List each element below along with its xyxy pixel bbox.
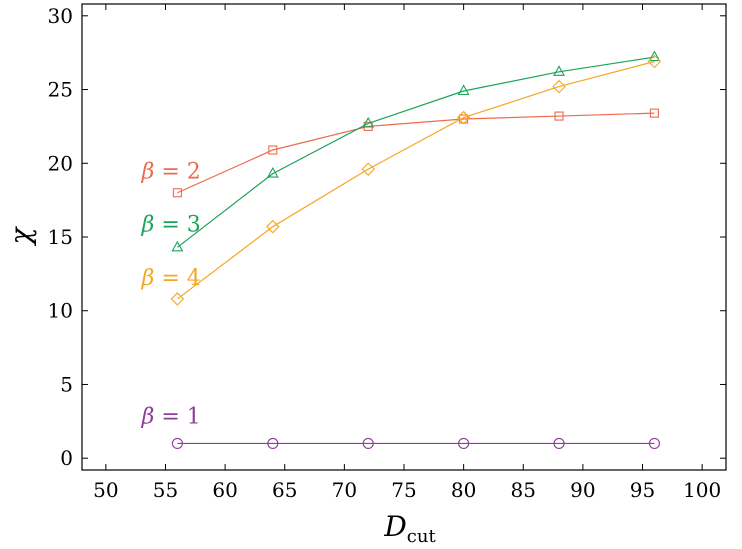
data-point-circle <box>362 437 374 450</box>
series-label-symbol: β <box>141 160 155 185</box>
data-point-diamond <box>170 292 185 306</box>
data-point-circle <box>171 437 183 450</box>
y-tick-label: 0 <box>60 446 73 470</box>
x-axis-label-subscript: cut <box>407 526 437 547</box>
x-tick-label: 95 <box>630 478 655 502</box>
x-tick-label: 80 <box>451 478 476 502</box>
series-line <box>177 112 655 194</box>
series-label: β = 1 <box>141 404 201 429</box>
x-axis-label: Dcut <box>383 510 436 547</box>
series-label: β = 4 <box>141 266 201 291</box>
data-point-square <box>554 111 564 121</box>
series-label-value: = 4 <box>154 266 200 291</box>
series-label: β = 2 <box>141 160 201 185</box>
data-point-diamond <box>552 79 566 94</box>
x-axis-label-main: D <box>383 510 406 543</box>
data-point-circle <box>553 437 565 450</box>
data-point-triangle <box>266 166 279 178</box>
x-tick-label: 90 <box>570 478 595 502</box>
y-tick-label: 15 <box>48 225 73 249</box>
data-point-triangle <box>648 50 661 62</box>
series-line <box>177 56 655 248</box>
y-tick-label: 20 <box>48 151 73 175</box>
data-point-circle <box>458 437 470 450</box>
series-line <box>177 60 655 300</box>
x-tick-label: 60 <box>212 478 237 502</box>
x-tick-label: 70 <box>332 478 357 502</box>
plot-area: 50 55 60 65 70 75 80 85 90 95 100 0 5 10 15 20 25 30 β = 2… <box>48 3 727 502</box>
x-tick-label: 85 <box>511 478 536 502</box>
data-point-diamond <box>266 219 280 234</box>
x-tick-label: 55 <box>153 478 178 502</box>
data-point-diamond <box>456 110 471 125</box>
x-tick-label: 50 <box>93 478 118 502</box>
x-tick-label: 75 <box>391 478 416 502</box>
series-label-symbol: β <box>141 266 155 291</box>
data-point-diamond <box>647 54 662 69</box>
series-label-value: = 1 <box>154 404 200 429</box>
data-point-triangle <box>553 65 565 76</box>
series-label-symbol: β <box>141 404 155 429</box>
data-point-square <box>268 145 278 155</box>
series-label-symbol: β <box>141 213 155 238</box>
data-point-square <box>172 188 182 198</box>
y-tick-label: 10 <box>48 299 73 323</box>
series-label: β = 3 <box>141 213 201 238</box>
data-point-triangle <box>171 240 184 252</box>
data-point-square <box>649 108 659 118</box>
y-tick-label: 25 <box>48 78 73 102</box>
data-point-circle <box>648 437 660 450</box>
data-point-diamond <box>361 162 376 176</box>
data-point-triangle <box>457 84 470 96</box>
data-point-circle <box>267 437 279 450</box>
data-point-square <box>363 121 373 131</box>
y-tick-label: 5 <box>60 372 73 396</box>
series-label-value: = 3 <box>154 213 200 238</box>
x-tick-label: 100 <box>683 478 721 502</box>
x-tick-label: 65 <box>272 478 297 502</box>
y-axis-label: χ <box>4 225 37 246</box>
data-point-triangle <box>362 116 375 128</box>
series-label-value: = 2 <box>154 160 200 185</box>
y-tick-label: 30 <box>48 4 73 28</box>
